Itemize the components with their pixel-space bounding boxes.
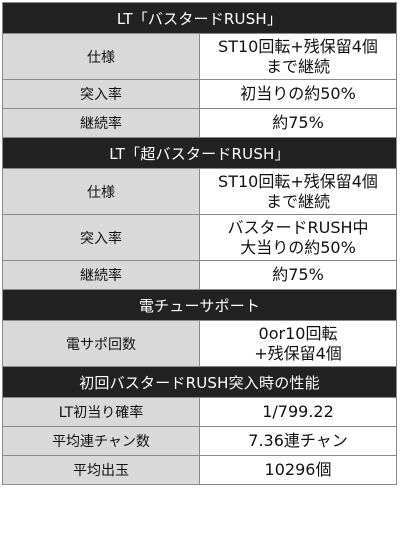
row-value: ST10回転+残保留4個 まで継続 [199,33,397,80]
value-line: 1/799.22 [262,402,334,421]
section-header-den-chu-support: 電チューサポート [2,289,397,321]
row-label: 継続率 [2,260,200,290]
value-line: 7.36連チャン [248,431,348,450]
table-row: 仕様 ST10回転+残保留4個 まで継続 [2,33,397,80]
row-value: 約75% [199,260,397,290]
value-line: 10296個 [264,460,332,479]
row-value: 1/799.22 [199,397,397,427]
value-line: ST10回転+残保留4個 [218,171,378,191]
row-label: LT初当り確率 [2,397,200,427]
section-title: 電チューサポート [2,289,397,321]
table-row: LT初当り確率 1/799.22 [2,397,397,427]
table-row: 仕様 ST10回転+残保留4個 まで継続 [2,168,397,215]
row-label: 仕様 [2,168,200,215]
row-value: 7.36連チャン [199,426,397,456]
row-label: 平均連チャン数 [2,426,200,456]
section-header-lt-bastard-rush: LT「バスタードRUSH」 [2,2,397,34]
table-row: 平均連チャン数 7.36連チャン [2,426,397,456]
section-title: LT「バスタードRUSH」 [2,2,397,34]
value-line: まで継続 [265,191,330,211]
value-line: 0or10回転 [258,323,338,343]
row-value: 0or10回転 +残保留4個 [199,320,397,367]
table-row: 突入率 初当りの約50% [2,79,397,109]
spec-table: LT「バスタードRUSH」 仕様 ST10回転+残保留4個 まで継続 突入率 初… [2,2,397,485]
section-title: 初回バスタードRUSH突入時の性能 [2,366,397,398]
table-row: 突入率 バスタードRUSH中 大当りの約50% [2,214,397,261]
value-line: バスタードRUSH中 [227,217,369,237]
row-label: 仕様 [2,33,200,80]
section-title: LT「超バスタードRUSH」 [2,137,397,169]
row-value: 10296個 [199,455,397,485]
table-row: 継続率 約75% [2,108,397,138]
value-line: ST10回転+残保留4個 [218,36,378,56]
value-line: 約75% [272,265,324,284]
row-label: 電サポ回数 [2,320,200,367]
value-line: +残保留4個 [254,343,342,363]
row-value: バスタードRUSH中 大当りの約50% [199,214,397,261]
row-label: 突入率 [2,79,200,109]
value-line: まで継続 [265,56,330,76]
row-value: 約75% [199,108,397,138]
table-row: 電サポ回数 0or10回転 +残保留4個 [2,320,397,367]
section-header-lt-super-bastard-rush: LT「超バスタードRUSH」 [2,137,397,169]
row-label: 継続率 [2,108,200,138]
value-line: 約75% [272,113,324,132]
value-line: 初当りの約50% [240,84,356,103]
table-row: 継続率 約75% [2,260,397,290]
table-row: 平均出玉 10296個 [2,455,397,485]
row-label: 突入率 [2,214,200,261]
row-value: ST10回転+残保留4個 まで継続 [199,168,397,215]
row-value: 初当りの約50% [199,79,397,109]
row-label: 平均出玉 [2,455,200,485]
section-header-first-rush-performance: 初回バスタードRUSH突入時の性能 [2,366,397,398]
value-line: 大当りの約50% [240,237,356,257]
